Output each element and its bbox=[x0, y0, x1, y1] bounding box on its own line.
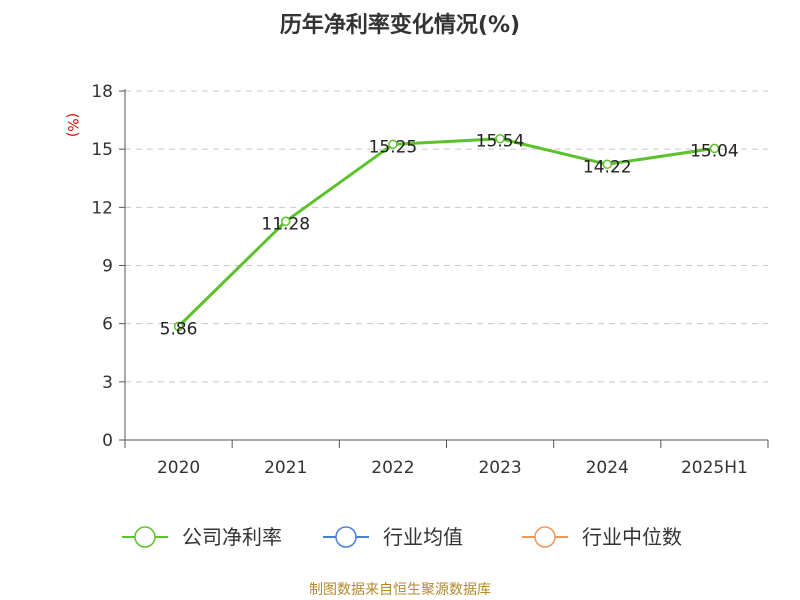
data-point[interactable] bbox=[709, 143, 720, 154]
y-tick-label: 6 bbox=[102, 315, 113, 335]
legend-label: 公司净利率 bbox=[182, 525, 282, 549]
y-tick-label: 9 bbox=[102, 257, 113, 277]
x-tick-label: 2021 bbox=[264, 458, 307, 478]
data-label: 15.25 bbox=[369, 137, 418, 157]
legend-item[interactable]: 公司净利率 bbox=[122, 525, 282, 549]
y-tick-label: 12 bbox=[91, 198, 113, 218]
data-point[interactable] bbox=[495, 133, 505, 144]
x-tick-label: 2023 bbox=[478, 458, 521, 478]
axis-layer: 0 3 6 9 12 15 18 2020 2021 2022 2023 2024 2025H1 bbox=[91, 82, 769, 478]
data-label: 15.54 bbox=[476, 132, 525, 152]
legend-item[interactable]: 行业中位数 bbox=[522, 525, 682, 549]
data-point[interactable] bbox=[388, 139, 398, 150]
y-axis-unit: (%) bbox=[64, 113, 80, 137]
data-point[interactable] bbox=[281, 216, 291, 227]
legend[interactable]: 公司净利率 行业均值 行业中位数 bbox=[122, 525, 682, 549]
data-label: 5.86 bbox=[160, 319, 198, 339]
grid-layer bbox=[125, 90, 768, 383]
legend-swatch-marker bbox=[335, 526, 357, 548]
label-layer: 5.86 11.28 15.25 15.54 14.22 15.04 bbox=[160, 132, 739, 340]
x-tick-label: 2024 bbox=[586, 458, 629, 478]
data-source: 制图数据来自恒生聚源数据库 bbox=[309, 582, 491, 598]
y-tick-label: 18 bbox=[91, 82, 113, 102]
y-tick-label: 15 bbox=[91, 140, 113, 160]
legend-swatch-marker bbox=[134, 526, 156, 548]
x-tick-label: 2025H1 bbox=[681, 458, 748, 478]
data-label: 14.22 bbox=[583, 157, 632, 177]
series-layer bbox=[173, 133, 720, 332]
chart-title: 历年净利率变化情况(%) bbox=[280, 12, 520, 38]
legend-label: 行业中位数 bbox=[582, 525, 682, 549]
y-tick-label: 0 bbox=[102, 431, 113, 451]
data-label: 15.04 bbox=[690, 141, 739, 161]
legend-swatch-marker bbox=[534, 526, 556, 548]
x-tick-label: 2020 bbox=[157, 458, 200, 478]
data-point[interactable] bbox=[602, 159, 612, 170]
data-point[interactable] bbox=[173, 321, 184, 332]
series-line bbox=[177, 137, 715, 328]
x-tick-label: 2022 bbox=[371, 458, 414, 478]
y-tick-label: 3 bbox=[102, 373, 113, 393]
data-label: 11.28 bbox=[261, 214, 310, 234]
legend-item[interactable]: 行业均值 bbox=[323, 525, 463, 549]
legend-label: 行业均值 bbox=[383, 525, 463, 549]
